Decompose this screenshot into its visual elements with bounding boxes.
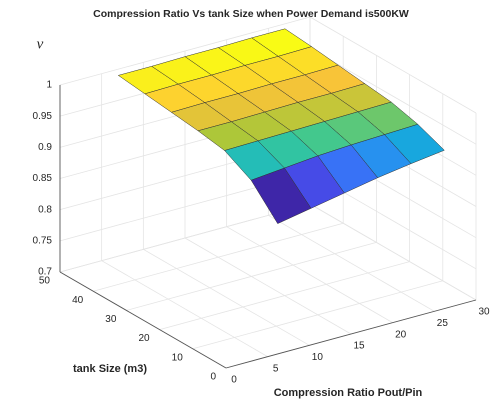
y-tick-label: 50 [39, 276, 51, 287]
grid-line [159, 261, 410, 330]
chart-title: Compression Ratio Vs tank Size when Powe… [93, 8, 409, 20]
grid-line [309, 16, 477, 114]
grid-line [126, 242, 377, 311]
x-tick-label: 30 [478, 307, 490, 318]
grid-line [226, 226, 393, 324]
z-tick-label: 0.75 [33, 235, 53, 246]
grid-line [59, 16, 311, 86]
z-tick-label: 0.95 [33, 111, 53, 122]
grid-line [143, 248, 310, 346]
x-tick-label: 0 [231, 375, 237, 386]
grid-line [309, 203, 477, 301]
axes: 0 5 10 15 20 25 30 0 10 20 30 40 500.7 0.75 0.8 0.85 0.9… [33, 80, 490, 386]
x-tick-label: 10 [312, 352, 324, 363]
grid-line [268, 214, 435, 312]
y-tick-label: 40 [72, 295, 84, 306]
x-axis [225, 299, 477, 369]
y-tick-label: 30 [105, 314, 117, 325]
z-tick-label: 0.85 [33, 173, 53, 184]
grid-line [59, 203, 311, 273]
y-axis-label: tank Size (m3) [73, 363, 147, 375]
grid-line [101, 260, 268, 358]
z-tick-label: 0.8 [38, 204, 52, 215]
z-tick-label: 0.9 [38, 142, 52, 153]
y-tick-label: 10 [172, 352, 184, 363]
x-tick-label: 20 [395, 329, 407, 340]
x-tick-label: 15 [353, 341, 365, 352]
y-tick-label: 0 [210, 372, 216, 383]
z-tick-label: 0.7 [38, 267, 52, 278]
x-tick-label: 5 [273, 363, 279, 374]
x-axis-label: Compression Ratio Pout/Pin [274, 387, 423, 399]
y-axis [59, 271, 227, 369]
x-tick-label: 25 [437, 318, 449, 329]
grid-line [184, 237, 352, 335]
surface-face [250, 167, 312, 224]
y-tick-label: 20 [138, 333, 150, 344]
surface [118, 28, 445, 224]
z-axis-label: ν [37, 36, 44, 52]
grid-line [192, 280, 443, 350]
z-tick-label: 1 [46, 80, 52, 91]
grid-line [93, 222, 344, 292]
grid-line [309, 47, 477, 145]
